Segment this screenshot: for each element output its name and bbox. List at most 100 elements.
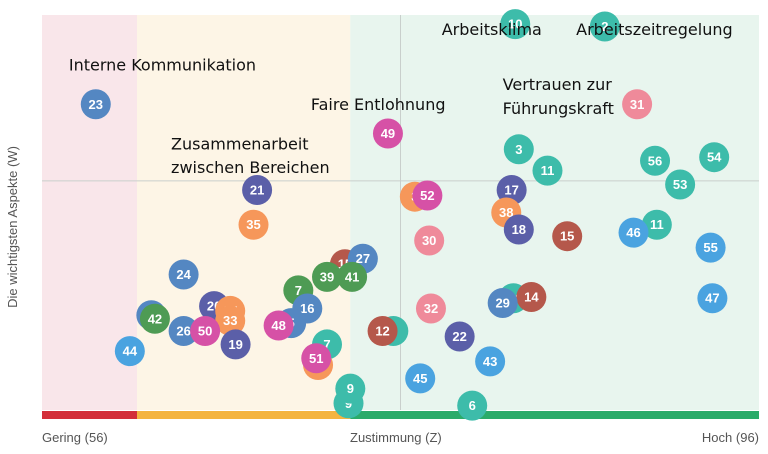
point-label: 54 xyxy=(707,150,722,165)
annotation-3: Faire Entlohnung xyxy=(311,95,446,114)
point-54[interactable]: 54 xyxy=(699,142,730,173)
annotation-6: Vertrauen zur xyxy=(503,75,613,94)
point-33[interactable]: 33 xyxy=(215,305,246,336)
point-31[interactable]: 31 xyxy=(622,89,653,120)
point-label: 17 xyxy=(504,182,518,197)
point-marker xyxy=(415,293,446,324)
point-marker xyxy=(335,373,366,404)
point-32[interactable]: 32 xyxy=(415,293,446,324)
point-label: 30 xyxy=(422,233,436,248)
point-marker xyxy=(500,9,531,40)
point-18[interactable]: 18 xyxy=(503,214,534,245)
point-26[interactable]: 26 xyxy=(168,316,199,346)
point-label: 39 xyxy=(320,269,334,284)
annotation-4: Arbeitsklima xyxy=(442,20,542,39)
point-marker xyxy=(444,321,475,352)
point-30[interactable]: 30 xyxy=(414,225,445,256)
point-marker xyxy=(215,305,246,336)
point-marker xyxy=(618,217,649,248)
zone-bar-1 xyxy=(137,411,351,419)
point-2[interactable]: 2 xyxy=(589,11,620,42)
point-label: 46 xyxy=(626,225,640,240)
point-label: 19 xyxy=(228,337,242,352)
point-label: 26 xyxy=(176,324,190,339)
point-11[interactable]: 11 xyxy=(532,155,563,186)
point-label: 49 xyxy=(381,126,395,141)
zone-bar-0 xyxy=(42,411,138,419)
point-52[interactable]: 52 xyxy=(412,180,443,211)
annotation-1: Zusammenarbeit xyxy=(171,134,309,153)
point-15[interactable]: 15 xyxy=(552,221,583,252)
point-label: 45 xyxy=(413,371,427,386)
point-46[interactable]: 46 xyxy=(618,217,649,248)
point-marker xyxy=(372,118,403,149)
point-21[interactable]: 21 xyxy=(242,174,273,205)
point-6[interactable]: 6 xyxy=(457,390,488,421)
point-label: 27 xyxy=(356,251,370,266)
point-43[interactable]: 43 xyxy=(475,346,506,377)
point-label: 10 xyxy=(508,17,522,32)
point-9[interactable]: 9 xyxy=(335,373,366,404)
point-label: 53 xyxy=(673,177,687,192)
x-tick-low: Gering (56) xyxy=(42,430,108,445)
point-22[interactable]: 22 xyxy=(444,321,475,352)
point-label: 15 xyxy=(560,229,574,244)
point-23[interactable]: 23 xyxy=(80,89,111,120)
point-marker xyxy=(697,283,728,314)
point-56[interactable]: 56 xyxy=(640,145,671,176)
point-marker xyxy=(139,303,170,334)
point-marker xyxy=(457,390,488,421)
point-marker xyxy=(337,261,368,292)
point-45[interactable]: 45 xyxy=(405,363,436,394)
point-11[interactable]: 11 xyxy=(641,209,672,240)
point-marker xyxy=(487,287,518,318)
point-label: 47 xyxy=(705,291,719,306)
point-label: 2 xyxy=(601,19,608,34)
x-tick-high: Hoch (96) xyxy=(702,430,759,445)
point-label: 55 xyxy=(703,240,717,255)
point-marker xyxy=(516,282,547,313)
point-label: 14 xyxy=(524,290,539,305)
point-14[interactable]: 14 xyxy=(516,282,547,313)
point-44[interactable]: 44 xyxy=(114,336,145,367)
point-label: 11 xyxy=(650,217,664,232)
point-48[interactable]: 48 xyxy=(263,310,294,341)
point-label: 18 xyxy=(512,222,526,237)
point-42[interactable]: 42 xyxy=(139,303,170,334)
x-tick-mid: Zustimmung (Z) xyxy=(350,430,442,445)
point-label: 51 xyxy=(309,351,323,366)
point-19[interactable]: 19 xyxy=(220,329,251,360)
point-41[interactable]: 41 xyxy=(337,261,368,292)
point-label: 48 xyxy=(271,318,285,333)
point-label: 41 xyxy=(345,269,359,284)
point-29[interactable]: 29 xyxy=(487,287,518,318)
point-10[interactable]: 10 xyxy=(500,9,531,40)
point-label: 7 xyxy=(323,337,330,352)
zone-bg-2 xyxy=(350,15,759,410)
point-50[interactable]: 50 xyxy=(190,316,221,346)
point-35[interactable]: 35 xyxy=(238,209,269,240)
point-label: 38 xyxy=(499,205,513,220)
point-marker xyxy=(220,329,251,360)
point-17[interactable]: 17 xyxy=(496,174,527,205)
point-marker xyxy=(168,316,199,346)
point-label: 32 xyxy=(424,301,438,316)
point-marker xyxy=(589,11,620,42)
point-55[interactable]: 55 xyxy=(695,232,726,263)
point-51[interactable]: 51 xyxy=(301,343,332,374)
point-marker xyxy=(168,259,199,290)
point-24[interactable]: 24 xyxy=(168,259,199,290)
point-label: 9 xyxy=(347,381,354,396)
point-marker xyxy=(503,134,534,165)
point-39[interactable]: 39 xyxy=(312,261,343,292)
point-53[interactable]: 53 xyxy=(665,169,696,200)
point-label: 24 xyxy=(176,267,191,282)
point-47[interactable]: 47 xyxy=(697,283,728,314)
point-3[interactable]: 3 xyxy=(503,134,534,165)
point-49[interactable]: 49 xyxy=(372,118,403,149)
point-12[interactable]: 12 xyxy=(367,316,398,346)
point-label: 56 xyxy=(648,153,662,168)
annotation-2: zwischen Bereichen xyxy=(171,158,330,177)
zone-bars xyxy=(42,411,759,419)
point-label: 33 xyxy=(223,313,237,328)
